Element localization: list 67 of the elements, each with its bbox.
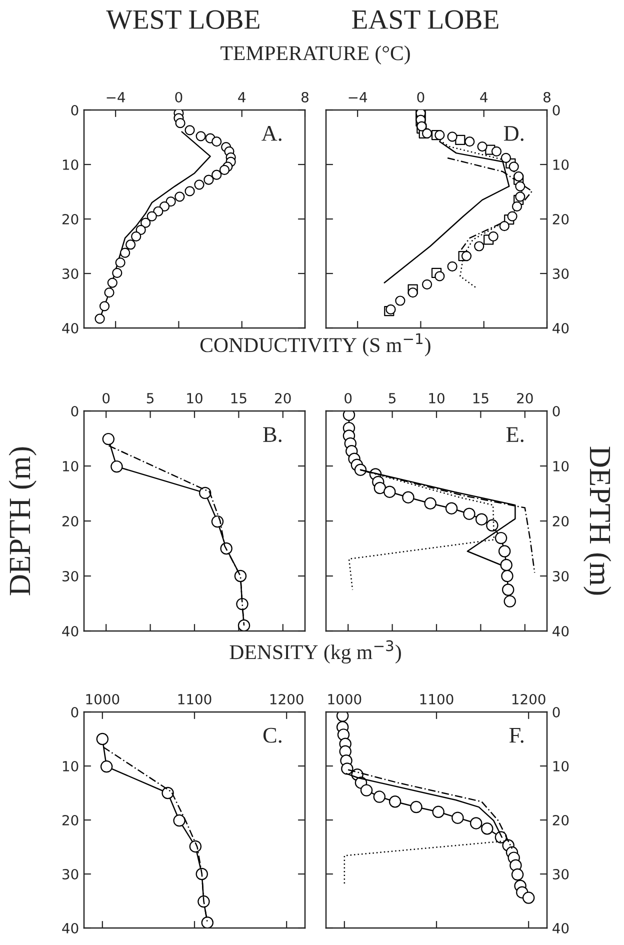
y-tick-label: 10 [62,460,78,472]
x-tick-label: 1200 [270,694,304,704]
x-tick-label: 0 [344,392,352,404]
x-tick-label: 20 [275,392,291,404]
y-tick-label: 40 [62,626,78,636]
x-tick-label: 0 [175,92,182,102]
y-tick-label: 10 [553,460,569,472]
y-tick-label: 10 [62,159,78,170]
y-tick-label: 40 [552,922,569,934]
annotation: E. [506,427,524,442]
x-tick-label: 15 [473,393,488,404]
x-tick-label: 1000 [86,694,120,704]
x-tick-label: 10 [187,392,202,404]
y-tick-label: 20 [62,516,78,526]
y-tick-label: 30 [62,570,78,582]
y-tick-label: 40 [552,626,569,636]
annotation: B. [263,427,282,442]
x-axis-title: TEMPERATURE (°C) [220,46,410,64]
y-tick-label: 0 [552,706,560,718]
chart-title: WEST LOBE [106,10,260,30]
annotation: D. [504,126,524,141]
y-tick-label: 30 [552,868,569,880]
x-tick-label: 1100 [178,694,212,704]
y-tick-label: 30 [552,570,569,582]
y-axis-title: DEPTH (m) [583,446,612,595]
x-tick-label: 15 [231,393,246,404]
x-tick-label: 8 [544,92,550,102]
y-tick-label: 30 [62,268,78,279]
y-tick-label: 30 [62,868,78,880]
x-tick-label: 1000 [328,694,362,704]
y-tick-label: 0 [71,104,78,116]
x-tick-label: 0 [417,92,424,102]
y-tick-label: 10 [553,159,569,170]
annotation: C. [263,728,282,743]
y-tick-label: 40 [62,922,78,934]
x-tick-label: 4 [480,92,488,102]
x-tick-label: 8 [302,92,308,102]
x-tick-label: 0 [102,392,110,404]
annotation: A. [262,126,282,141]
y-tick-label: 10 [553,760,569,772]
y-tick-label: 0 [552,104,560,116]
x-tick-label: 4 [238,92,246,102]
y-tick-label: 20 [552,814,569,826]
x-tick-label: 20 [517,392,533,404]
x-tick-label: 5 [388,393,396,404]
x-tick-label: 5 [146,393,154,404]
x-tick-label: −4 [106,92,126,102]
x-axis-title: DENSITY (kg m$^{−3}$) [230,640,401,664]
x-tick-label: 10 [429,392,444,404]
y-tick-label: 10 [62,760,78,772]
x-tick-label: −4 [348,92,368,102]
chart-title: EAST LOBE [352,10,498,29]
y-tick-label: 30 [552,268,569,279]
y-tick-label: 20 [62,814,78,826]
y-tick-label: 40 [552,322,569,334]
y-tick-label: 20 [62,214,78,224]
y-tick-label: 40 [62,322,78,334]
y-tick-label: 20 [552,214,569,224]
y-tick-label: 0 [71,406,78,416]
x-axis-title: CONDUCTIVITY (S m$^{−1}$) [200,333,430,356]
y-axis-title: DEPTH (m) [8,447,36,596]
y-tick-label: 20 [552,516,569,526]
y-tick-label: 0 [552,406,560,416]
x-tick-label: 1200 [512,694,546,704]
y-tick-label: 0 [71,706,78,718]
annotation: F. [509,728,524,743]
x-tick-label: 1100 [420,694,454,704]
